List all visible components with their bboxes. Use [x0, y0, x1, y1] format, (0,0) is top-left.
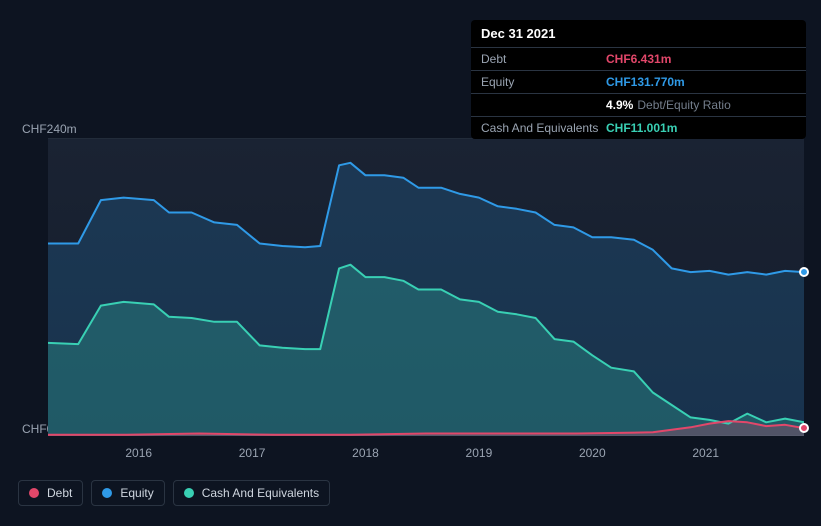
x-axis-tick: 2021	[692, 446, 719, 460]
tooltip-row: Cash And EquivalentsCHF11.001m	[471, 117, 806, 139]
legend-item-cash-and-equivalents[interactable]: Cash And Equivalents	[173, 480, 330, 506]
legend-dot-icon	[102, 488, 112, 498]
legend-dot-icon	[184, 488, 194, 498]
equity-marker-icon	[799, 267, 809, 277]
tooltip-row-suffix: Debt/Equity Ratio	[637, 98, 730, 112]
tooltip-row-value: CHF131.770m	[606, 75, 685, 89]
tooltip-row: EquityCHF131.770m	[471, 71, 806, 94]
chart-tooltip: Dec 31 2021 DebtCHF6.431mEquityCHF131.77…	[471, 20, 806, 139]
x-axis-tick: 2018	[352, 446, 379, 460]
tooltip-row: 4.9%Debt/Equity Ratio	[471, 94, 806, 117]
debt-marker-icon	[799, 423, 809, 433]
legend-label: Cash And Equivalents	[202, 486, 319, 500]
tooltip-date: Dec 31 2021	[471, 20, 806, 48]
tooltip-row-label: Debt	[481, 52, 606, 66]
tooltip-row-value: 4.9%Debt/Equity Ratio	[606, 98, 731, 112]
x-axis-ticks: 2016 2017 2018 2019 2020 2021	[48, 446, 804, 462]
tooltip-row-label: Cash And Equivalents	[481, 121, 606, 135]
tooltip-row: DebtCHF6.431m	[471, 48, 806, 71]
y-axis-max-label: CHF240m	[22, 122, 77, 136]
x-axis-tick: 2017	[239, 446, 266, 460]
x-axis-tick: 2020	[579, 446, 606, 460]
x-axis-tick: 2016	[125, 446, 152, 460]
legend-item-debt[interactable]: Debt	[18, 480, 83, 506]
tooltip-row-value: CHF6.431m	[606, 52, 671, 66]
legend-dot-icon	[29, 488, 39, 498]
legend-label: Debt	[47, 486, 72, 500]
legend-label: Equity	[120, 486, 153, 500]
tooltip-row-label: Equity	[481, 75, 606, 89]
chart-plot-area[interactable]	[48, 138, 804, 436]
tooltip-row-label	[481, 98, 606, 112]
x-axis-tick: 2019	[466, 446, 493, 460]
legend-item-equity[interactable]: Equity	[91, 480, 164, 506]
chart-legend: Debt Equity Cash And Equivalents	[18, 480, 330, 506]
tooltip-row-value: CHF11.001m	[606, 121, 677, 135]
